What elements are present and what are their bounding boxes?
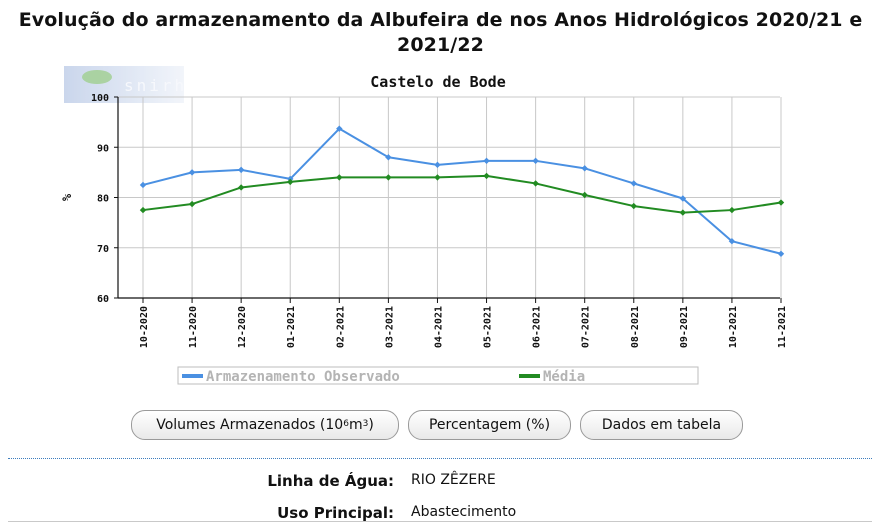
- data-point: [139, 181, 147, 189]
- percentage-button[interactable]: Percentagem (%): [408, 410, 571, 440]
- logo-mark-text-icon: snirh: [124, 76, 188, 95]
- volumes-button-unit-exponent: 3: [362, 419, 369, 429]
- x-tick-label: 12-2020: [237, 306, 248, 348]
- data-point: [630, 202, 637, 210]
- info-row-use: Uso Principal: Abastecimento: [0, 504, 881, 524]
- y-tick-label: 70: [97, 244, 109, 255]
- data-point: [532, 157, 539, 165]
- data-point: [336, 174, 343, 181]
- table-data-button[interactable]: Dados em tabela: [580, 410, 743, 440]
- data-point: [434, 174, 441, 181]
- data-point: [777, 250, 785, 257]
- x-tick-label: 09-2021: [679, 306, 690, 348]
- data-point: [728, 238, 736, 245]
- use-value: Abastecimento: [411, 504, 517, 520]
- legend-label: Média: [543, 369, 585, 385]
- x-tick-label: 08-2021: [630, 306, 641, 348]
- data-point: [237, 166, 245, 174]
- x-tick-label: 03-2021: [384, 306, 395, 348]
- x-tick-label: 10-2021: [728, 306, 739, 348]
- x-tick-label: 11-2021: [777, 306, 788, 348]
- data-point: [679, 209, 687, 216]
- volumes-button-exponent: 6: [343, 419, 349, 429]
- use-label: Uso Principal:: [277, 504, 394, 522]
- data-point: [188, 169, 196, 176]
- data-point: [630, 180, 637, 187]
- data-point: [385, 174, 392, 181]
- y-tick-label: 90: [97, 143, 109, 154]
- y-axis-label: %: [62, 193, 74, 201]
- dotted-divider: [8, 458, 872, 459]
- data-point: [581, 191, 588, 199]
- data-point: [679, 195, 687, 202]
- series-line-1: [142, 174, 782, 214]
- y-tick-label: 100: [91, 93, 109, 104]
- data-point: [287, 178, 294, 186]
- page-title: Evolução do armazenamento da Albufeira d…: [0, 8, 881, 58]
- river-label: Linha de Água:: [267, 472, 394, 490]
- volumes-button-close: ): [368, 417, 374, 433]
- series-line-0: [142, 127, 782, 255]
- table-data-button-label: Dados em tabela: [601, 417, 722, 433]
- x-tick-label: 10-2020: [139, 306, 150, 348]
- data-point: [139, 206, 147, 214]
- info-row-river: Linha de Água: RIO ZÊZERE: [0, 472, 881, 492]
- page-title-line-2: 2021/22: [397, 34, 484, 56]
- x-tick-label: 05-2021: [483, 306, 494, 348]
- volumes-stored-button[interactable]: Volumes Armazenados (10 6 m 3): [131, 410, 399, 440]
- storage-line-chart: Castelo de Bode 60 70 80 90 100 10-2020 11-202…: [62, 73, 788, 385]
- x-tick-label: 04-2021: [433, 306, 444, 348]
- data-point: [777, 199, 785, 206]
- data-point: [728, 206, 736, 214]
- logo-mark-icon: [82, 70, 112, 84]
- x-tick-label: 02-2021: [335, 306, 346, 348]
- river-value: RIO ZÊZERE: [411, 472, 496, 488]
- data-point: [532, 180, 539, 187]
- bottom-divider: [8, 521, 872, 522]
- data-point: [385, 154, 392, 161]
- x-tick-label: 11-2020: [188, 306, 199, 348]
- data-point: [483, 172, 490, 180]
- y-tick-label: 60: [97, 294, 109, 305]
- legend-label: Armazenamento Observado: [206, 369, 400, 385]
- page-title-line-1: Evolução do armazenamento da Albufeira d…: [18, 9, 863, 31]
- x-tick-label: 07-2021: [581, 306, 592, 348]
- volumes-button-label: Volumes Armazenados (10: [156, 417, 344, 433]
- y-tick-label: 80: [97, 194, 109, 205]
- chart-title: Castelo de Bode: [370, 73, 505, 91]
- x-tick-label: 01-2021: [286, 306, 297, 348]
- legend-box: [177, 366, 699, 385]
- data-point: [188, 200, 196, 208]
- volumes-button-unit: m: [348, 417, 363, 433]
- data-point: [237, 184, 245, 191]
- x-tick-label: 06-2021: [532, 306, 543, 348]
- percentage-button-label: Percentagem (%): [428, 417, 551, 433]
- data-point: [434, 161, 441, 169]
- chart-container: Castelo de Bode 60 70 80 90 100 10-2020 11-202…: [62, 64, 822, 394]
- data-point: [581, 165, 588, 172]
- data-point: [483, 157, 490, 165]
